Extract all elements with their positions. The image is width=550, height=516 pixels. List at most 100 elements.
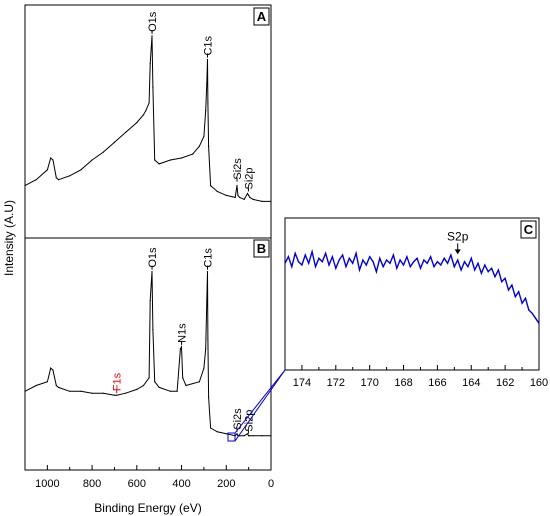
panel-b-data-point — [102, 392, 104, 394]
panel-c-data-point — [294, 252, 296, 254]
panel-c-data-point — [372, 261, 374, 263]
panel-c-data-point — [501, 281, 503, 283]
panel-b-data-point — [225, 433, 227, 435]
panel-c-data-point — [514, 296, 516, 298]
panel-c-data-point — [318, 257, 320, 259]
x-tick-label: 164 — [462, 377, 480, 389]
panel-a-data-point — [261, 200, 263, 202]
panel-b-data-point — [50, 367, 52, 369]
panel-b-data-point — [198, 381, 200, 383]
panel-b-data-point — [203, 367, 205, 369]
panel-b-data-point — [55, 384, 57, 387]
panel-c-data-point — [419, 267, 422, 269]
panel-b-data-point — [69, 390, 71, 392]
panel-a-data-point — [113, 141, 116, 143]
panel-b-data-point — [248, 435, 250, 437]
panel-c-data-point — [453, 266, 455, 268]
panel-a-data-point — [69, 175, 71, 177]
panel-c-data-point — [311, 251, 313, 253]
zoom-connector-bottom — [234, 369, 286, 442]
panel-c-data-point — [304, 254, 306, 256]
panel-c-data-point — [535, 317, 537, 319]
panel-b-label-box — [253, 239, 270, 258]
zoom-connector-top — [234, 369, 286, 434]
x-axis-ab: 1000 800 600 400 200 0 — [24, 465, 274, 490]
x-tick-label: 162 — [496, 377, 514, 389]
panel-c-data-point — [433, 266, 435, 268]
panel-b-frame — [24, 237, 272, 471]
panel-c-data-point — [382, 266, 384, 268]
panel-a-data-point — [145, 110, 147, 112]
panel-a-data-point — [206, 82, 208, 84]
panel-a-data-point — [248, 194, 250, 196]
panel-a-data-point — [243, 198, 245, 200]
panel-c-frame — [284, 217, 540, 371]
peak-label: Si2p — [243, 167, 255, 189]
panel-c-data-point — [301, 264, 303, 266]
panel-a-data-point — [252, 198, 254, 200]
panel-a-data-point — [216, 190, 218, 193]
panel-c-data-point — [477, 262, 479, 264]
panel-b-data-point — [46, 381, 49, 383]
panel-b-data-point — [180, 346, 183, 348]
panel-a-data-point — [151, 35, 153, 37]
panel-b-data-point — [142, 384, 145, 387]
panel-c-data-point — [402, 264, 405, 266]
panel-a-data-point — [225, 194, 227, 196]
panel-b-data-point — [151, 271, 153, 273]
panel-b-data-point — [208, 396, 210, 398]
panel-b-label: B — [257, 241, 266, 256]
panel-c-data-point — [287, 256, 289, 258]
panel-b-data-point — [205, 348, 207, 350]
peak-label: O1s — [147, 247, 159, 268]
panel-a-data-point — [102, 151, 104, 153]
peak-label: Si2s — [232, 408, 244, 430]
panel-b-data-point — [270, 435, 272, 437]
panel-c-data-point — [467, 266, 469, 268]
panel-a-data-point — [208, 145, 210, 147]
panel-c-data-point — [355, 252, 357, 254]
panel-b-data-point — [243, 435, 245, 437]
panel-a-series-line — [24, 35, 271, 202]
panel-b-data-point — [246, 433, 249, 435]
panel-b-data-point — [206, 300, 208, 302]
panel-c-data-point — [457, 259, 459, 261]
peak-label: S2p — [447, 229, 469, 243]
panel-c-data-point — [491, 267, 493, 269]
panel-a-data-point — [180, 157, 183, 159]
peak-label: Si2s — [232, 158, 244, 180]
panel-a-data-point — [91, 159, 93, 161]
panel-a-data-point — [206, 58, 209, 61]
panel-c-data-point — [436, 261, 438, 263]
panel-c-data-point — [423, 259, 425, 261]
x-tick-label: 0 — [268, 478, 274, 490]
panel-b-data-point — [113, 394, 116, 396]
panel-a-data-point — [234, 196, 236, 198]
panel-c-data-point — [426, 262, 428, 264]
panel-b-data-point — [52, 369, 54, 371]
panel-c-data-point — [342, 254, 344, 256]
panel-c-data-point — [504, 277, 506, 279]
panel-a-data-point — [158, 163, 160, 165]
panel-c-data-point — [538, 322, 540, 324]
peak-label: F1s — [112, 372, 124, 391]
panel-a-data-point — [148, 102, 150, 104]
panel-b-data-point — [136, 388, 138, 390]
panel-b-data-point — [169, 390, 171, 392]
panel-a-data-point — [149, 62, 151, 65]
panel-a-data-point — [207, 102, 209, 104]
peak-label: C1s — [202, 248, 214, 268]
panel-c-data-point — [308, 262, 310, 264]
panel-c-plot: S2p — [284, 229, 540, 324]
panel-b-data-point — [149, 300, 151, 302]
panel-c-data-point — [484, 264, 486, 266]
panel-b-data-point — [80, 390, 82, 392]
panel-a-data-point — [35, 179, 37, 181]
panel-a-data-point — [239, 196, 241, 198]
panel-a-data-point — [80, 169, 82, 171]
panel-c-data-point — [460, 269, 462, 271]
panel-b-data-point — [152, 329, 154, 331]
panel-b-data-point — [182, 377, 184, 379]
x-tick-label: 170 — [360, 377, 378, 389]
x-tick-label: 200 — [217, 478, 235, 490]
